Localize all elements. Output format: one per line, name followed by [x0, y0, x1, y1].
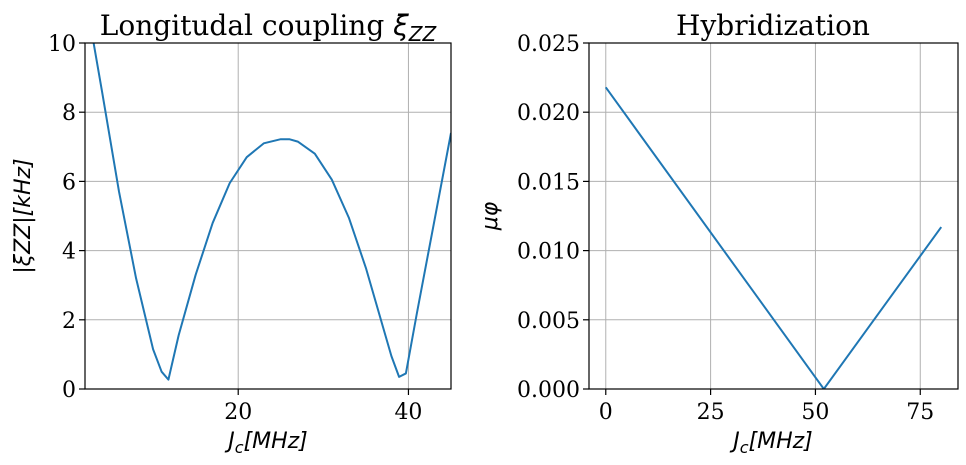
right-y-axis-label: μφ — [478, 201, 503, 231]
x-tick-label: 75 — [906, 400, 934, 425]
right-x-axis-label: Jc[MHz] — [729, 429, 813, 457]
left-series-group — [92, 43, 451, 381]
chart-hybridization: Hybridization 0 25 50 75 0.000 0.005 0.010 0.01… — [478, 9, 959, 457]
left-plot-frame — [84, 42, 452, 390]
y-tick-label: 0.025 — [517, 32, 580, 57]
y-tick-label: 0.010 — [517, 240, 580, 265]
left-gridlines — [85, 43, 451, 389]
y-tick-label: 0.020 — [517, 101, 580, 126]
y-tick-label: 0 — [62, 378, 76, 403]
x-tick-label: 0 — [599, 400, 613, 425]
y-tick-label: 6 — [62, 170, 76, 195]
y-tick-label: 0.000 — [517, 378, 580, 403]
y-tick-label: 4 — [62, 240, 76, 265]
series-line — [604, 86, 943, 389]
y-tick-label: 8 — [62, 101, 76, 126]
x-tick-label: 25 — [697, 400, 725, 425]
right-plot-frame — [588, 42, 959, 390]
right-ticks: 0 25 50 75 0.000 0.005 0.010 0.015 0.020 0.025 — [517, 32, 934, 425]
y-tick-label: 0.005 — [517, 309, 580, 334]
left-x-axis-label: Jc[MHz] — [224, 429, 308, 457]
left-y-axis-label: |ξZZ|[kHz] — [11, 158, 36, 273]
chart-longitudinal-coupling: Longitudal coupling ξZZ 20 40 0 2 4 6 8 10 Jc[M… — [11, 9, 452, 457]
right-gridlines — [589, 43, 958, 389]
y-tick-label: 10 — [48, 32, 76, 57]
left-chart-title: Longitudal coupling ξZZ — [100, 9, 438, 46]
series-line — [92, 43, 451, 381]
y-tick-label: 0.015 — [517, 170, 580, 195]
x-tick-label: 50 — [801, 400, 829, 425]
right-chart-title: Hybridization — [676, 9, 870, 42]
right-series-group — [604, 86, 943, 389]
x-tick-label: 20 — [224, 400, 252, 425]
x-tick-label: 40 — [394, 400, 422, 425]
left-ticks: 20 40 0 2 4 6 8 10 — [48, 32, 422, 425]
y-tick-label: 2 — [62, 309, 76, 334]
